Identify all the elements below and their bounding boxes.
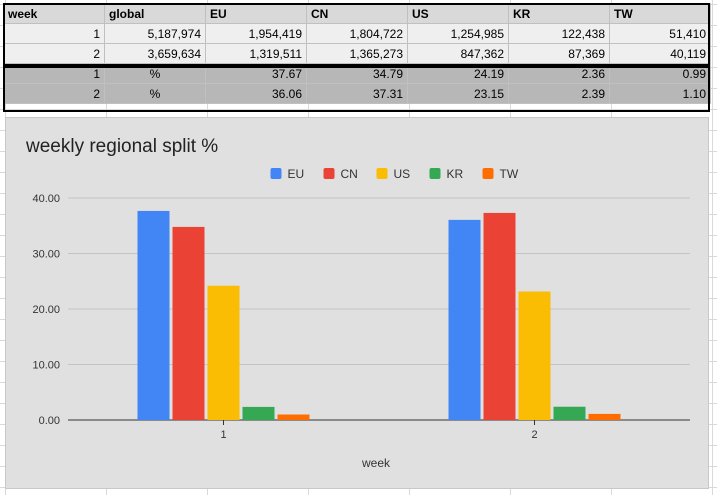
bar-eu-week-2[interactable] [448, 219, 481, 420]
y-tick-label: 0.00 [39, 415, 60, 427]
table-cell[interactable]: 2.39 [508, 83, 610, 104]
header-cell-tw[interactable]: TW [609, 3, 711, 24]
y-tick-label: 20.00 [32, 304, 60, 316]
table-cell[interactable]: 0.99 [609, 63, 711, 84]
table-cell[interactable]: 34.79 [306, 63, 408, 84]
legend-swatch-us [376, 168, 388, 179]
table-cell[interactable]: 1,804,722 [306, 23, 408, 44]
x-axis-title: week [361, 456, 391, 470]
chart-bars [137, 210, 621, 425]
table-cell[interactable]: 2.36 [508, 63, 610, 84]
table-cell[interactable]: 1.10 [609, 83, 711, 104]
table-cell[interactable]: 3,659,634 [104, 43, 206, 64]
header-cell-us[interactable]: US [407, 3, 509, 24]
table-row: 2 % 36.06 37.31 23.15 2.39 1.10 [3, 83, 711, 104]
bar-cn-week-2[interactable] [483, 212, 516, 420]
legend-swatch-cn [323, 168, 335, 179]
x-tick-label: 2 [531, 429, 537, 441]
header-cell-week[interactable]: week [3, 3, 105, 24]
table-cell[interactable]: 1 [3, 63, 105, 84]
table-cell[interactable]: % [104, 63, 206, 84]
header-cell-global[interactable]: global [104, 3, 206, 24]
chart-gridlines: 0.00 10.00 20.00 30.00 40.00 [32, 193, 690, 427]
data-table: week global EU CN US KR TW 1 5,187,974 1… [3, 3, 711, 104]
table-cell[interactable]: 87,369 [508, 43, 610, 64]
x-tick-label: 1 [220, 429, 226, 441]
table-cell[interactable]: 37.31 [306, 83, 408, 104]
table-cell[interactable]: % [104, 83, 206, 104]
table-row: 2 3,659,634 1,319,511 1,365,273 847,362 … [3, 43, 711, 64]
table-cell[interactable]: 2 [3, 83, 105, 104]
legend-label-eu: EU [288, 167, 305, 181]
legend-swatch-tw [482, 168, 494, 179]
table-cell[interactable]: 122,438 [508, 23, 610, 44]
table-cell[interactable]: 23.15 [407, 83, 509, 104]
y-tick-label: 40.00 [32, 193, 60, 205]
legend-label-kr: KR [447, 167, 464, 181]
table-row: 1 % 37.67 34.79 24.19 2.36 0.99 [3, 63, 711, 84]
header-cell-cn[interactable]: CN [306, 3, 408, 24]
table-cell[interactable]: 1,954,419 [205, 23, 307, 44]
chart-legend: EU CN US KR TW [270, 167, 519, 181]
legend-swatch-kr [429, 168, 441, 179]
bar-tw-week-2[interactable] [588, 413, 621, 420]
legend-label-us: US [394, 167, 411, 181]
y-tick-label: 10.00 [32, 360, 60, 372]
table-cell[interactable]: 2 [3, 43, 105, 64]
table-cell[interactable]: 1,365,273 [306, 43, 408, 64]
table-cell[interactable]: 51,410 [609, 23, 711, 44]
bar-tw-week-1[interactable] [277, 414, 310, 420]
header-row: week global EU CN US KR TW [3, 3, 711, 24]
table-cell[interactable]: 37.67 [205, 63, 307, 84]
bar-cn-week-1[interactable] [172, 226, 205, 420]
legend-swatch-eu [270, 168, 282, 179]
table-cell[interactable]: 5,187,974 [104, 23, 206, 44]
bar-us-week-2[interactable] [518, 291, 551, 420]
legend-label-cn: CN [341, 167, 358, 181]
bar-us-week-1[interactable] [207, 285, 240, 420]
header-cell-kr[interactable]: KR [508, 3, 610, 24]
table-cell[interactable]: 1,254,985 [407, 23, 509, 44]
bar-kr-week-1[interactable] [242, 406, 275, 420]
table-cell[interactable]: 24.19 [407, 63, 509, 84]
table-cell[interactable]: 36.06 [205, 83, 307, 104]
table-cell[interactable]: 847,362 [407, 43, 509, 64]
bar-eu-week-1[interactable] [137, 210, 170, 420]
table-cell[interactable]: 1 [3, 23, 105, 44]
table-row: 1 5,187,974 1,954,419 1,804,722 1,254,98… [3, 23, 711, 44]
embedded-chart[interactable]: weekly regional split % EU CN US KR TW 0.00 1… [5, 117, 709, 489]
y-tick-label: 30.00 [32, 249, 60, 261]
chart-canvas: weekly regional split % EU CN US KR TW 0.00 1… [25, 136, 690, 470]
table-cell[interactable]: 1,319,511 [205, 43, 307, 64]
header-cell-eu[interactable]: EU [205, 3, 307, 24]
bar-kr-week-2[interactable] [553, 406, 586, 420]
table-cell[interactable]: 40,119 [609, 43, 711, 64]
chart-title: weekly regional split % [25, 136, 218, 157]
legend-label-tw: TW [500, 167, 519, 181]
